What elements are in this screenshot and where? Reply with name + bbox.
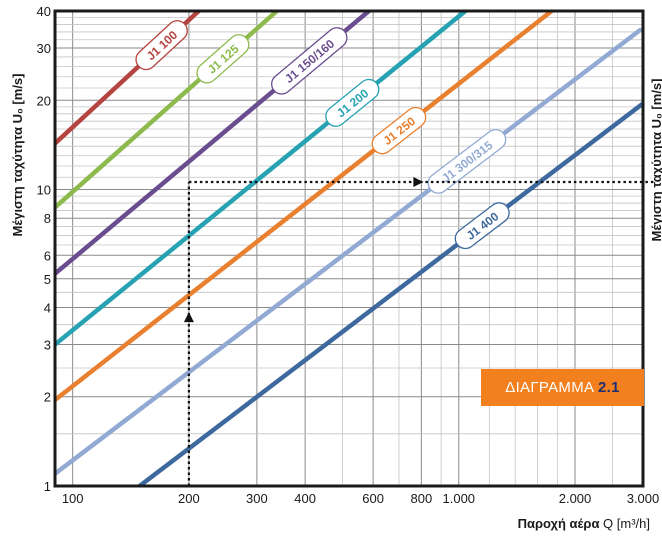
y-tick-label: 8: [44, 211, 51, 226]
y-tick-label: 3: [44, 338, 51, 353]
y-tick-label: 4: [44, 300, 51, 315]
series-label-pill: [454, 202, 510, 250]
x-tick-label: 300: [246, 491, 268, 506]
y-tick-label: 30: [37, 41, 51, 56]
x-tick-labels: 100 200 300 400 600 800 1.000 2.000 3.000: [62, 491, 659, 506]
series-label-pill: [427, 128, 507, 194]
series-label-pill: [196, 34, 250, 84]
y-tick-labels: 1 2 3 4 5 6 8 10 20 30 40: [37, 4, 51, 494]
series-label-pill: [135, 20, 188, 71]
x-axis-title-rest: Q [m³/h]: [599, 516, 650, 531]
x-tick-label: 400: [294, 491, 316, 506]
series-label-pill: [371, 106, 427, 155]
x-tick-label: 100: [62, 491, 84, 506]
badge-prefix: ΔΙΑΓΡΑΜΜΑ: [505, 379, 598, 396]
y-tick-label: 40: [37, 4, 51, 19]
x-tick-label: 800: [411, 491, 433, 506]
x-axis-title: Παροχή αέρα Q [m³/h]: [518, 516, 650, 531]
y-tick-label: 6: [44, 248, 51, 263]
series-label-text: J1 300/315: [439, 138, 496, 186]
y-axis-title-right: Μέγιστη ταχύτητα U₀ [m/s]: [649, 79, 662, 242]
y-tick-label: 5: [44, 272, 51, 287]
y-tick-label: 2: [44, 390, 51, 405]
y-tick-label: 1: [44, 479, 51, 494]
badge-number: 2.1: [597, 379, 620, 396]
example-path: [183, 177, 655, 486]
x-tick-label: 600: [362, 491, 384, 506]
series-line: [55, 11, 468, 347]
diagram-badge: ΔΙΑΓΡΑΜΜΑ 2.1: [481, 369, 644, 406]
series-line: [135, 101, 643, 486]
series-label: J1 100: [135, 20, 188, 71]
example-arrow-up: [183, 312, 194, 323]
series-label: J1 200: [325, 78, 380, 127]
x-axis-title-bold: Παροχή αέρα: [518, 516, 600, 531]
series-label-text: J1 150/160: [282, 36, 337, 85]
x-tick-label: 200: [178, 491, 200, 506]
series-line: [55, 27, 643, 476]
x-tick-label: 2.000: [559, 491, 592, 506]
series-label: J1 150/160: [271, 27, 348, 95]
series-lines: [55, 11, 643, 486]
plot-frame: [53, 9, 645, 488]
example-arrow-right: [413, 177, 424, 188]
x-tick-label: 1.000: [443, 491, 476, 506]
series-label: J1 400: [454, 202, 510, 250]
series-line: [55, 11, 554, 403]
series-label: J1 125: [196, 34, 250, 84]
y-tick-label: 20: [37, 93, 51, 108]
x-tick-label: 3.000: [627, 491, 660, 506]
series-label-pill: [325, 78, 380, 127]
series-label: J1 300/315: [427, 128, 507, 194]
series-label-pill: [271, 27, 348, 95]
y-tick-label: 10: [37, 183, 51, 198]
y-axis-title: Μέγιστη ταχύτητα U₀ [m/s]: [10, 74, 25, 237]
